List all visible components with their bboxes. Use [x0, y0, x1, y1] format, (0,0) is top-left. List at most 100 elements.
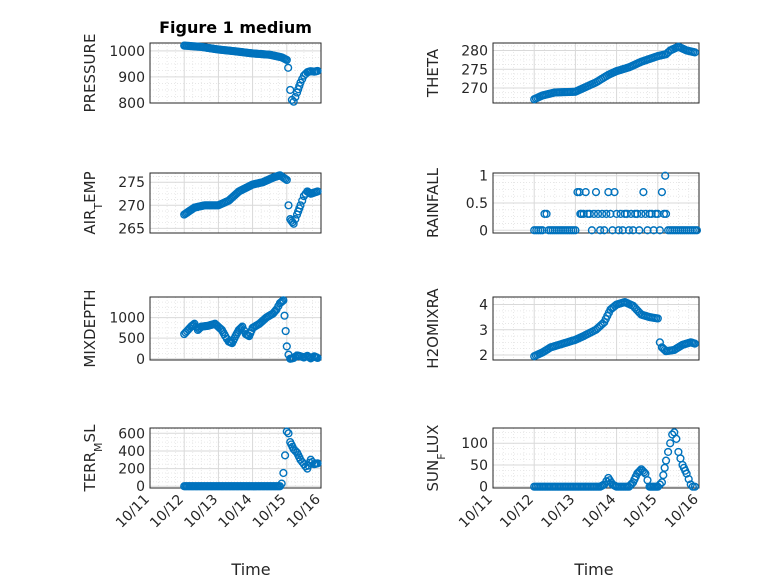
rainfall-axes-border: [492, 172, 700, 234]
rainfall-data-point: [589, 209, 599, 219]
sun-flux-data-point: [672, 434, 681, 443]
sun-flux-data-point: [639, 468, 649, 477]
h2omixra-axes-border: [492, 296, 700, 361]
air-temp-y-axis-label: AIRTEMP: [81, 171, 105, 234]
rainfall-data-point: [591, 187, 601, 197]
pressure-y-tick-label: 1000: [109, 44, 145, 60]
air-temp-y-tick-label: 275: [118, 175, 145, 191]
mixdepth-data-point: [281, 326, 290, 336]
sun-flux-y-tick-label: 50: [470, 458, 488, 474]
pressure-data-point: [313, 66, 322, 76]
rainfall-data-point: [598, 209, 607, 219]
sun-flux-axes-border: [492, 427, 700, 489]
pressure-data-point: [286, 85, 295, 95]
rainfall-data-point: [612, 209, 621, 219]
air-temp-axes-border: [149, 172, 322, 234]
terr-msl-data-point: [277, 479, 286, 488]
h2omixra-data-point: [690, 339, 699, 348]
terr-msl-data-point: [282, 427, 291, 436]
mixdepth-data-point: [278, 297, 287, 306]
pressure-data-point: [284, 63, 293, 72]
rainfall-data-point: [593, 209, 603, 219]
sun-flux-y-tick-label: 100: [461, 436, 488, 452]
subplot-pressure: 800 900 1000 PRESSURE Figure 1 medium: [81, 18, 322, 113]
rainfall-data-point: [610, 187, 619, 197]
rainfall-data-point: [633, 209, 642, 219]
sun-flux-x-tick-label: 10/13: [538, 492, 578, 532]
h2omixra-data-point: [655, 338, 664, 347]
rainfall-data-point: [635, 226, 644, 235]
sun-flux-data-point: [663, 447, 673, 457]
x-axis-label-left: Time: [230, 560, 270, 579]
rainfall-data-point: [587, 226, 596, 235]
h2omixra-y-tick-label: 2: [479, 348, 488, 364]
pressure-y-tick-label: 900: [118, 70, 145, 86]
sun-flux-x-tick-label: 10/11: [456, 492, 496, 532]
mixdepth-data-point: [235, 324, 245, 333]
rainfall-data-point: [585, 209, 594, 219]
rainfall-data-point: [581, 187, 590, 197]
terr-msl-x-tick-label: 10/11: [113, 492, 153, 532]
terr-msl-y-tick-label: 600: [118, 426, 145, 442]
h2omixra-y-tick-label: 4: [479, 298, 488, 314]
rainfall-y-axis-label: RAINFALL: [424, 167, 442, 238]
mixdepth-data-point: [313, 353, 322, 363]
sun-flux-data-point: [690, 482, 699, 491]
rainfall-data-point: [596, 226, 605, 235]
h2omixra-data-point: [653, 314, 662, 323]
sun-flux-data-point: [653, 482, 662, 491]
terr-msl-y-tick-label: 200: [118, 462, 145, 478]
mixdepth-data-point: [280, 311, 289, 320]
pressure-data-point: [282, 55, 291, 65]
rainfall-data-point: [571, 226, 580, 235]
rainfall-data-point: [614, 226, 623, 235]
subplot-mixdepth: 0 500 1000 MIXDEPTH: [81, 289, 322, 368]
rainfall-data-point: [692, 226, 702, 235]
h2omixra-y-tick-label: 3: [479, 323, 488, 339]
rainfall-data-point: [657, 187, 667, 197]
mixdepth-y-axis-label: MIXDEPTH: [81, 289, 99, 367]
pressure-data-point: [291, 93, 300, 102]
mixdepth-y-tick-label: 0: [136, 352, 145, 368]
theta-y-axis-label: THETA: [424, 48, 442, 98]
sun-flux-data-point: [666, 439, 675, 448]
pressure-y-axis-label: PRESSURE: [81, 34, 99, 113]
mixdepth-data-point: [282, 342, 291, 351]
theta-y-tick-label: 270: [461, 81, 488, 97]
sun-flux-data-point: [668, 430, 677, 439]
rainfall-data-point: [661, 209, 671, 219]
terr-msl-x-tick-label: 10/16: [284, 491, 324, 531]
air-temp-data-point: [289, 219, 298, 228]
terr-msl-data-point: [280, 451, 290, 460]
rainfall-data-point: [661, 171, 670, 180]
theta-data-point: [690, 48, 699, 57]
subplot-theta: 270 275 280 THETA: [424, 42, 700, 104]
sun-flux-x-tick-label: 10/16: [662, 491, 702, 531]
sun-flux-data-point: [686, 480, 695, 489]
subplot-rainfall: 0 0.5 1 RAINFALL: [424, 167, 702, 239]
mixdepth-data-point: [279, 296, 288, 305]
terr-msl-y-tick-label: 0: [136, 479, 145, 495]
rainfall-data-point: [622, 209, 632, 219]
mixdepth-data-point: [188, 321, 197, 330]
pressure-data-point: [289, 97, 298, 106]
terr-msl-x-tick-label: 10/14: [216, 491, 256, 531]
subplot-sun-flux: 0 50 100 10/11 10/12 10/13 10/14 10/15 10/16 SUNF…: [424, 425, 702, 532]
terr-msl-y-axis-label: TERRMSL: [81, 424, 105, 493]
air-temp-data-point: [296, 201, 305, 210]
pressure-y-tick-label: 800: [118, 96, 145, 112]
terr-msl-y-tick-label: 400: [118, 444, 145, 460]
x-axis-label-right: Time: [573, 560, 613, 579]
rainfall-y-tick-label: 0.5: [466, 196, 488, 212]
air-temp-y-tick-label: 270: [118, 198, 145, 214]
rainfall-data-point: [602, 209, 611, 219]
sun-flux-y-tick-label: 0: [479, 480, 488, 496]
mixdepth-axes-border: [149, 296, 322, 361]
theta-y-tick-label: 275: [461, 62, 488, 78]
air-temp-y-tick-label: 265: [118, 221, 145, 237]
rainfall-y-tick-label: 0: [479, 223, 488, 239]
subplot-air-temp: 265 270 275 AIRTEMP: [81, 171, 322, 237]
theta-y-tick-label: 280: [461, 44, 488, 60]
